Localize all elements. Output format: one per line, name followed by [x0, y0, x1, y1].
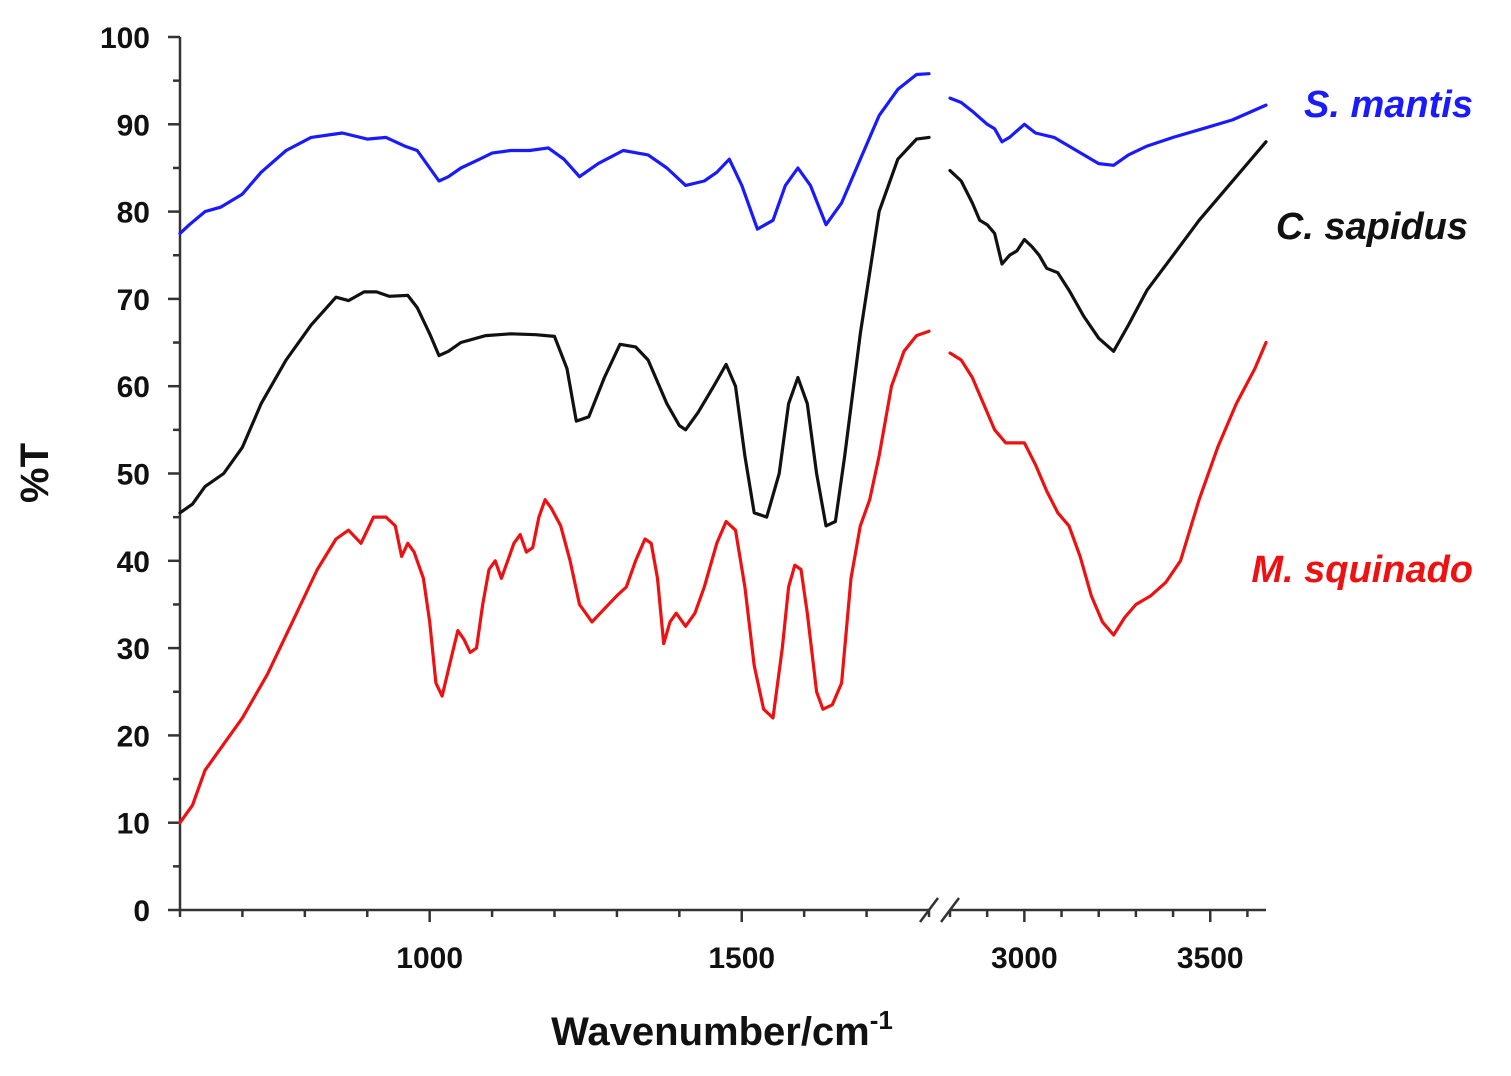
series-label-s-mantis: S. mantis [1304, 84, 1473, 126]
x-tick-label: 3500 [1177, 942, 1244, 975]
x-tick-label: 3000 [991, 942, 1058, 975]
y-tick-label: 0 [133, 895, 150, 928]
series-label-c-sapidus: C. sapidus [1276, 206, 1468, 248]
x-axis-title-superscript: -1 [870, 1005, 893, 1035]
y-ticks: 0 10 20 30 40 50 60 70 80 90 100 [100, 22, 180, 928]
x-axis-title-text: Wavenumber/cm [551, 1010, 870, 1054]
x-tick-label: 1500 [708, 942, 775, 975]
series-line-s-mantis-segment-1 [178, 72, 931, 235]
series-line-c-sapidus-segment-1 [178, 135, 931, 528]
axes [178, 37, 1266, 923]
y-tick-label: 70 [117, 284, 150, 317]
y-tick-label: 90 [117, 109, 150, 142]
series [178, 72, 1268, 825]
y-tick-label: 50 [117, 459, 150, 492]
series-label-m-squinado: M. squinado [1251, 549, 1473, 591]
y-tick-label: 40 [117, 546, 150, 579]
y-tick-label: 20 [117, 720, 150, 753]
y-tick-label: 80 [117, 197, 150, 230]
x-axis-title: Wavenumber/cm-1 [551, 1005, 893, 1054]
series-line-m-squinado-segment-2 [948, 340, 1268, 637]
y-tick-label: 10 [117, 808, 150, 841]
y-tick-label: 30 [117, 633, 150, 666]
series-line-c-sapidus-segment-2 [948, 140, 1268, 353]
y-axis-title: %T [13, 443, 57, 503]
y-tick-label: 100 [100, 22, 150, 55]
series-labels: S. mantis C. sapidus M. squinado [1251, 84, 1473, 591]
y-tick-label: 60 [117, 371, 150, 404]
x-ticks: 1000 1500 3000 3500 [178, 910, 1249, 975]
series-line-m-squinado-segment-1 [178, 329, 931, 825]
series-line-s-mantis-segment-2 [948, 96, 1268, 167]
x-tick-label: 1000 [396, 942, 463, 975]
